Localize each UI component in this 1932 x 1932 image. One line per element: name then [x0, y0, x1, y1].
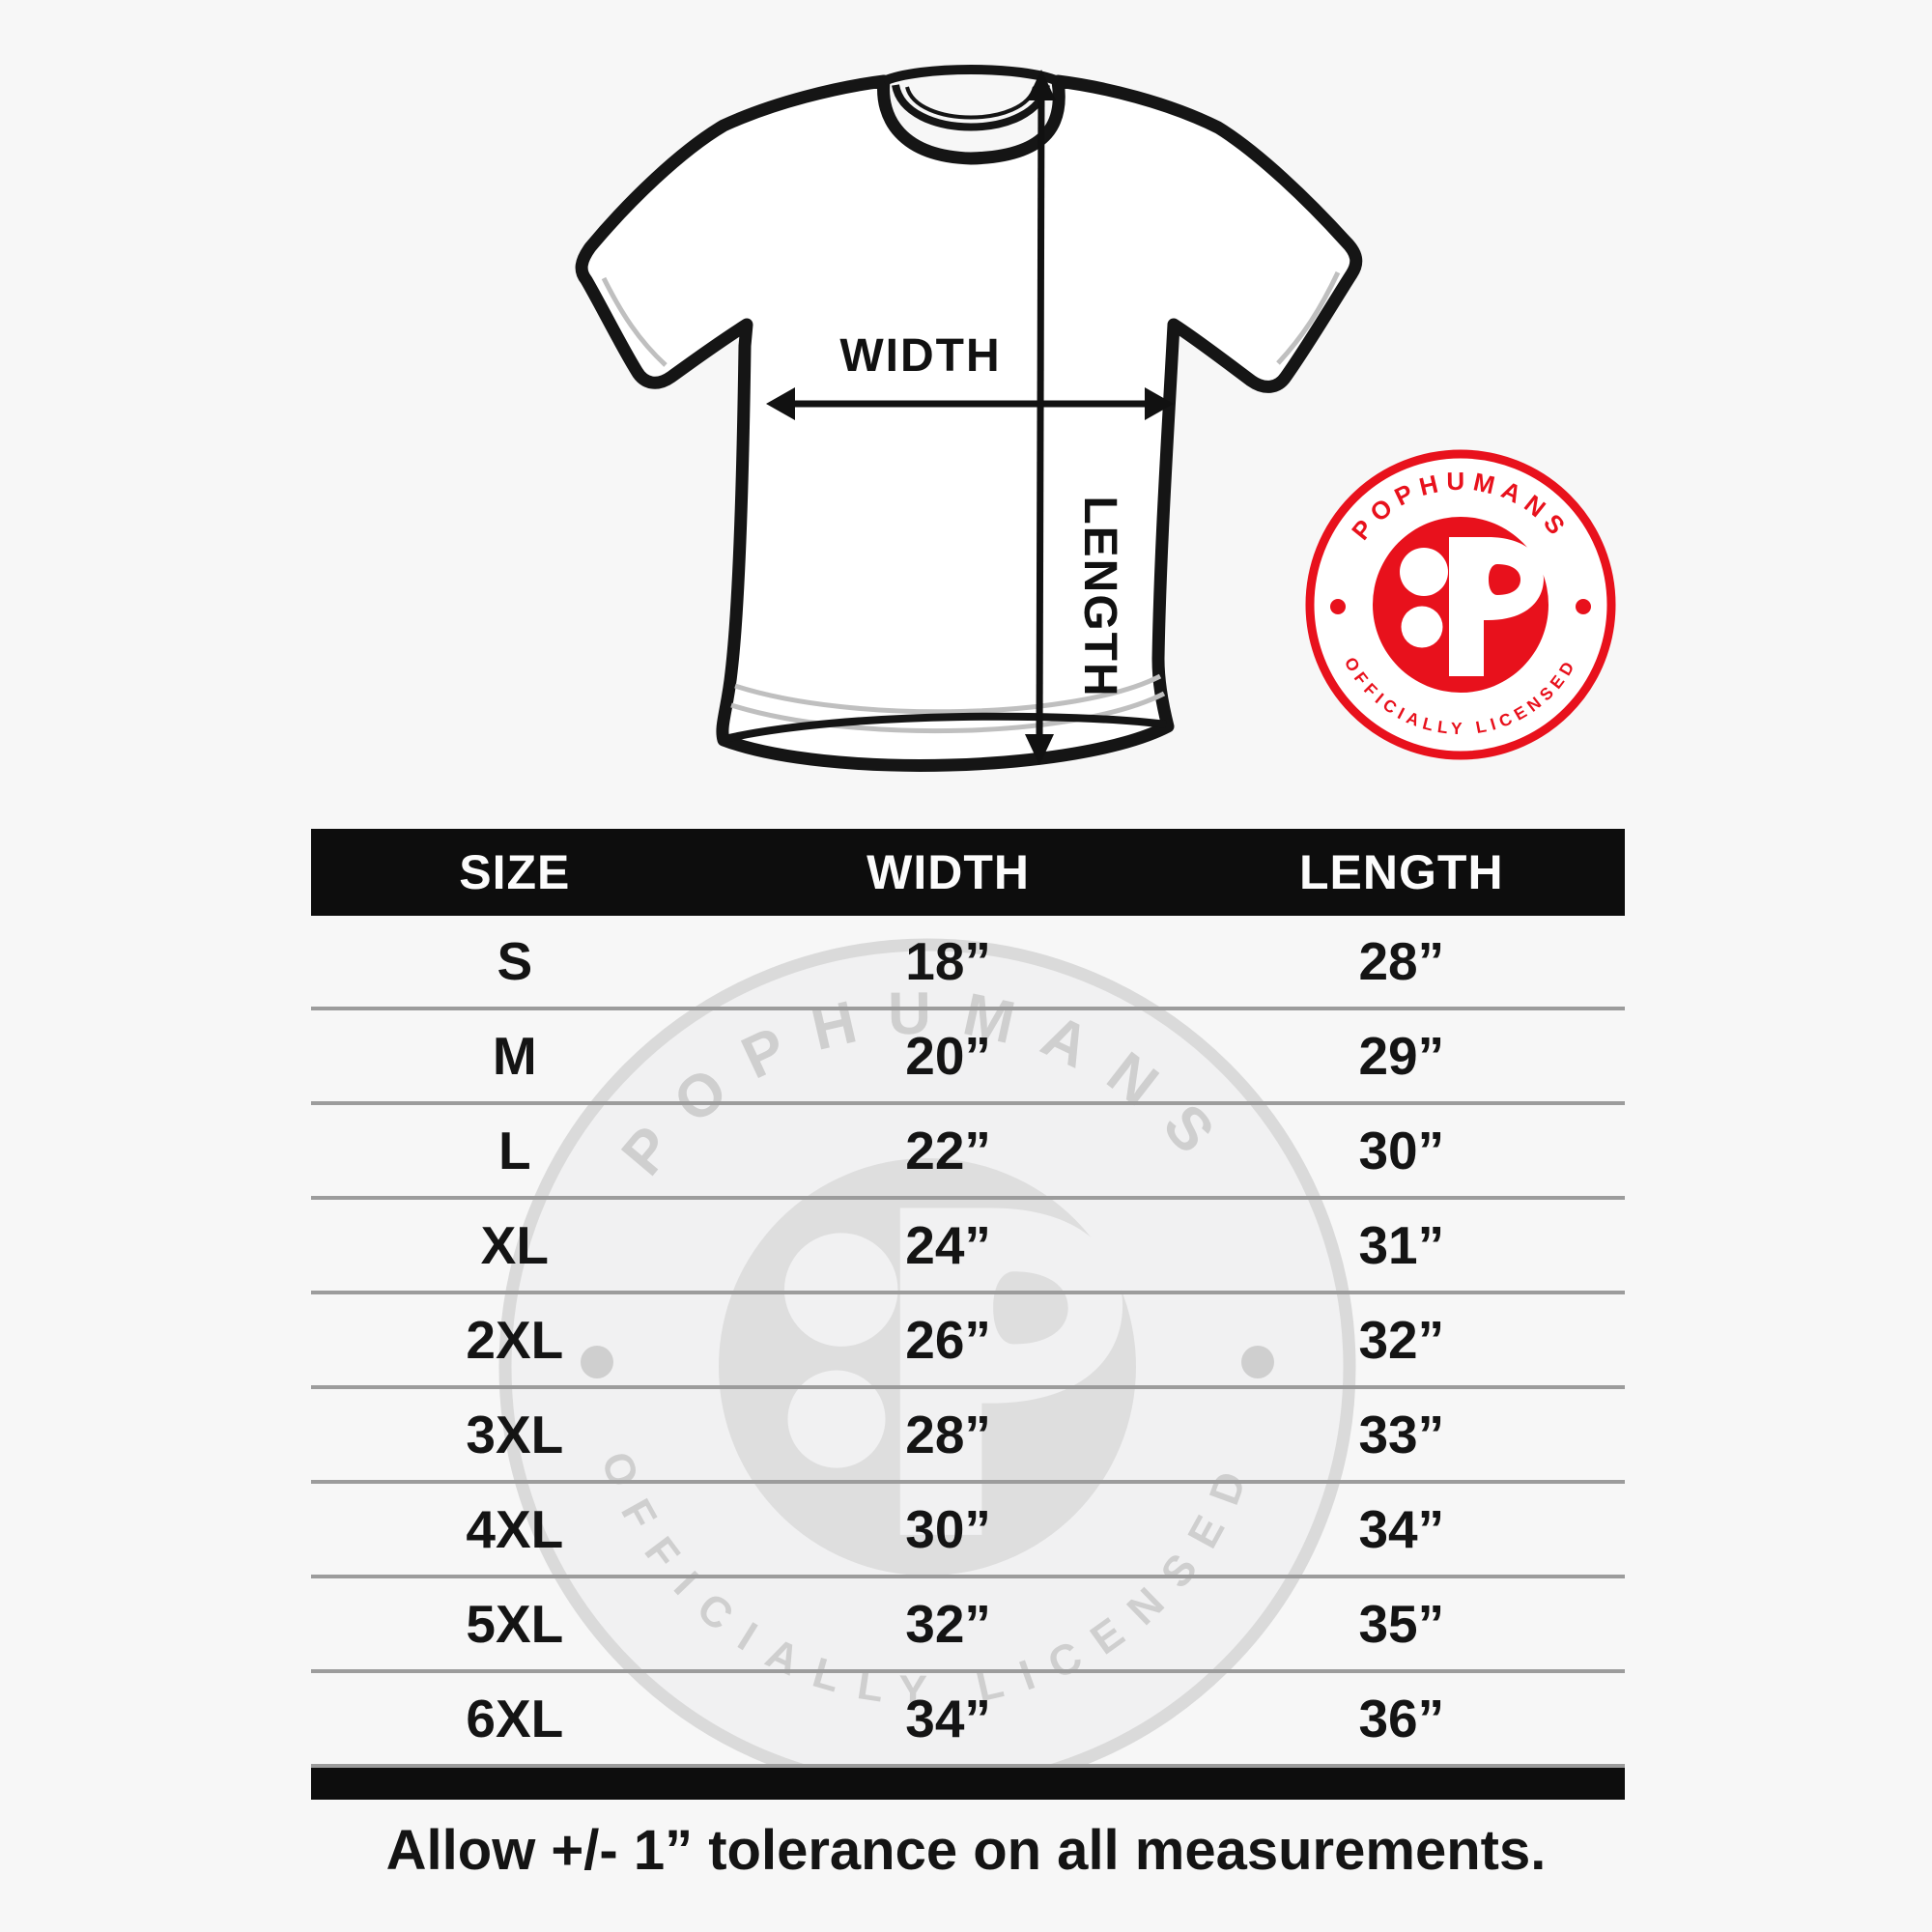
table-row: 5XL 32” 35”: [311, 1578, 1625, 1673]
size-cell: XL: [480, 1215, 549, 1275]
width-cell: 22”: [905, 1121, 991, 1180]
length-cell: 35”: [1358, 1594, 1445, 1654]
width-cell: 20”: [905, 1026, 991, 1086]
header-width: WIDTH: [867, 845, 1031, 899]
width-cell: 30”: [905, 1499, 991, 1559]
header-size: SIZE: [459, 845, 571, 899]
watermark-left-dot: [581, 1346, 613, 1378]
width-cell: 18”: [905, 931, 991, 991]
length-cell: 31”: [1358, 1215, 1445, 1275]
length-cell: 28”: [1358, 931, 1445, 991]
badge-left-dot: [1330, 599, 1346, 614]
badge-right-dot: [1576, 599, 1591, 614]
length-cell: 30”: [1358, 1121, 1445, 1180]
officially-licensed-badge: POPHUMANS OFFICIALLY LICENSED: [1305, 449, 1616, 760]
watermark-monogram: [783, 1208, 1123, 1535]
table-row: 4XL 30” 34”: [311, 1484, 1625, 1578]
length-cell: 32”: [1358, 1310, 1445, 1370]
size-cell: 3XL: [466, 1405, 564, 1464]
width-cell: 32”: [905, 1594, 991, 1654]
size-chart-table: SIZE WIDTH LENGTH S 18” 28” M 20” 29” L …: [311, 829, 1625, 1800]
table-row: S 18” 28”: [311, 916, 1625, 1010]
size-cell: 5XL: [466, 1594, 564, 1654]
size-cell: 4XL: [466, 1499, 564, 1559]
table-row: XL 24” 31”: [311, 1200, 1625, 1294]
table-row: 2XL 26” 32”: [311, 1294, 1625, 1389]
length-label: LENGTH: [1074, 496, 1125, 697]
size-cell: 2XL: [466, 1310, 564, 1370]
table-row: 3XL 28” 33”: [311, 1389, 1625, 1484]
table-bottom-bar: [311, 1768, 1625, 1800]
width-cell: 34”: [905, 1689, 991, 1748]
width-cell: 24”: [905, 1215, 991, 1275]
width-label: WIDTH: [839, 330, 1001, 382]
width-cell: 28”: [905, 1405, 991, 1464]
length-arrow: [1025, 70, 1056, 765]
length-cell: 33”: [1358, 1405, 1445, 1464]
size-cell: S: [497, 931, 533, 991]
stitch-lines: [601, 270, 1341, 734]
watermark-right-dot: [1241, 1346, 1274, 1378]
tolerance-note: Allow +/- 1” tolerance on all measuremen…: [385, 1819, 1547, 1882]
length-cell: 36”: [1358, 1689, 1445, 1748]
size-cell: 6XL: [466, 1689, 564, 1748]
width-arrow: [766, 387, 1174, 420]
hem-fold-line: [724, 712, 1167, 743]
header-length: LENGTH: [1299, 845, 1504, 899]
tshirt-outline: [575, 74, 1363, 772]
table-row: L 22” 30”: [311, 1105, 1625, 1200]
table-header: SIZE WIDTH LENGTH: [311, 829, 1625, 916]
length-cell: 34”: [1358, 1499, 1445, 1559]
size-cell: L: [497, 1121, 531, 1180]
table-row: 6XL 34” 36”: [311, 1673, 1625, 1768]
width-cell: 26”: [905, 1310, 991, 1370]
tshirt-diagram: WIDTH LENGTH: [575, 65, 1363, 772]
size-cell: M: [492, 1026, 537, 1086]
table-row: M 20” 29”: [311, 1010, 1625, 1105]
length-cell: 29”: [1358, 1026, 1445, 1086]
pophumans-monogram: [1400, 537, 1544, 676]
